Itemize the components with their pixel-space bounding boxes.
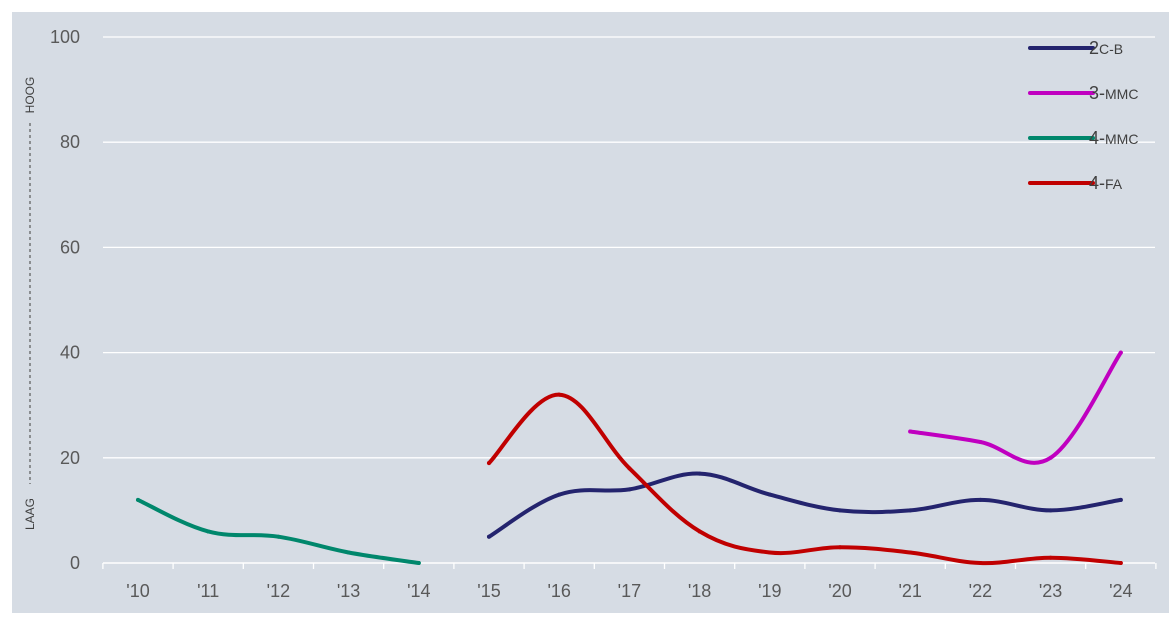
y-tick-labels: 0 20 40 60 80 100 — [50, 27, 80, 573]
data-point-2c-b — [627, 487, 632, 492]
data-point-2c-b — [1048, 508, 1053, 513]
x-tick-label: '12 — [267, 581, 290, 601]
data-point-4-mmc — [416, 561, 421, 565]
data-point-4-mmc — [136, 497, 140, 502]
series-line-4-fa — [487, 392, 1123, 566]
data-point-4-fa — [697, 529, 702, 534]
data-point-4-fa — [838, 545, 842, 550]
y-tick-label: 40 — [60, 343, 80, 363]
x-tick-label: '16 — [547, 581, 570, 601]
x-tick-label: '18 — [688, 581, 711, 601]
series-lines — [136, 350, 1123, 566]
x-tick-label: '10 — [126, 581, 149, 601]
legend-label: 3-MMC — [1089, 83, 1138, 103]
data-point-4-fa — [767, 550, 772, 555]
data-point-2c-b — [697, 471, 702, 476]
data-point-4-fa — [1048, 555, 1053, 560]
y-tick-label: 60 — [60, 237, 80, 257]
legend-label: 4-MMC — [1089, 128, 1138, 148]
x-tick-label: '21 — [898, 581, 921, 601]
data-point-4-mmc — [346, 550, 351, 555]
x-tick-label: '24 — [1109, 581, 1132, 601]
y-tick-label: 0 — [70, 553, 80, 573]
data-point-3-mmc — [1118, 350, 1123, 355]
x-tick-label: '22 — [969, 581, 992, 601]
x-tick-label: '13 — [337, 581, 360, 601]
data-point-4-mmc — [206, 529, 211, 534]
series-line-2c-b — [487, 471, 1123, 539]
y-tick-label: 100 — [50, 27, 80, 47]
data-point-2c-b — [557, 492, 562, 497]
legend-item-3-mmc: 3-MMC — [1028, 83, 1138, 103]
series-line-3-mmc — [908, 350, 1123, 465]
data-point-2c-b — [767, 492, 772, 497]
x-tick-labels: '10 '11 '12 '13 '14 '15 '16 '17 '18 '19 '20 '21 '22 '… — [126, 581, 1132, 601]
data-point-2c-b — [1118, 497, 1123, 502]
data-point-3-mmc — [978, 440, 983, 445]
data-point-4-fa — [487, 461, 491, 466]
data-point-2c-b — [487, 534, 491, 539]
x-tick-label: '11 — [197, 581, 219, 601]
data-point-2c-b — [908, 508, 913, 513]
y-scale-indicator: LAAG HOOG — [23, 77, 37, 530]
data-point-4-fa — [627, 466, 632, 471]
legend-item-4-fa: 4-FA — [1028, 173, 1123, 193]
data-point-2c-b — [838, 508, 842, 513]
data-point-3-mmc — [908, 429, 913, 434]
legend: 2C-B 3-MMC 4-MMC 4-FA — [1028, 38, 1138, 193]
data-point-4-fa — [978, 561, 983, 565]
data-point-4-mmc — [276, 534, 281, 539]
x-tick-label: '23 — [1039, 581, 1062, 601]
y-tick-label: 20 — [60, 448, 80, 468]
legend-label: 4-FA — [1089, 173, 1123, 193]
grid-lines — [103, 36, 1155, 459]
x-tick-label: '20 — [828, 581, 851, 601]
y-tick-label: 80 — [60, 132, 80, 152]
x-tick-label: '17 — [618, 581, 641, 601]
legend-item-4-mmc: 4-MMC — [1028, 128, 1138, 148]
data-point-4-fa — [557, 392, 562, 397]
scale-low-label: LAAG — [23, 498, 37, 530]
legend-item-2c-b: 2C-B — [1028, 38, 1123, 58]
x-tick-label: '15 — [477, 581, 500, 601]
data-point-4-fa — [1118, 561, 1123, 565]
x-tick-label: '14 — [407, 581, 430, 601]
scale-high-label: HOOG — [23, 77, 37, 114]
x-tick-label: '19 — [758, 581, 781, 601]
legend-label: 2C-B — [1089, 38, 1123, 58]
data-point-2c-b — [978, 497, 983, 502]
data-point-3-mmc — [1048, 455, 1053, 460]
data-point-4-fa — [908, 550, 913, 555]
plot-background — [12, 12, 1169, 613]
